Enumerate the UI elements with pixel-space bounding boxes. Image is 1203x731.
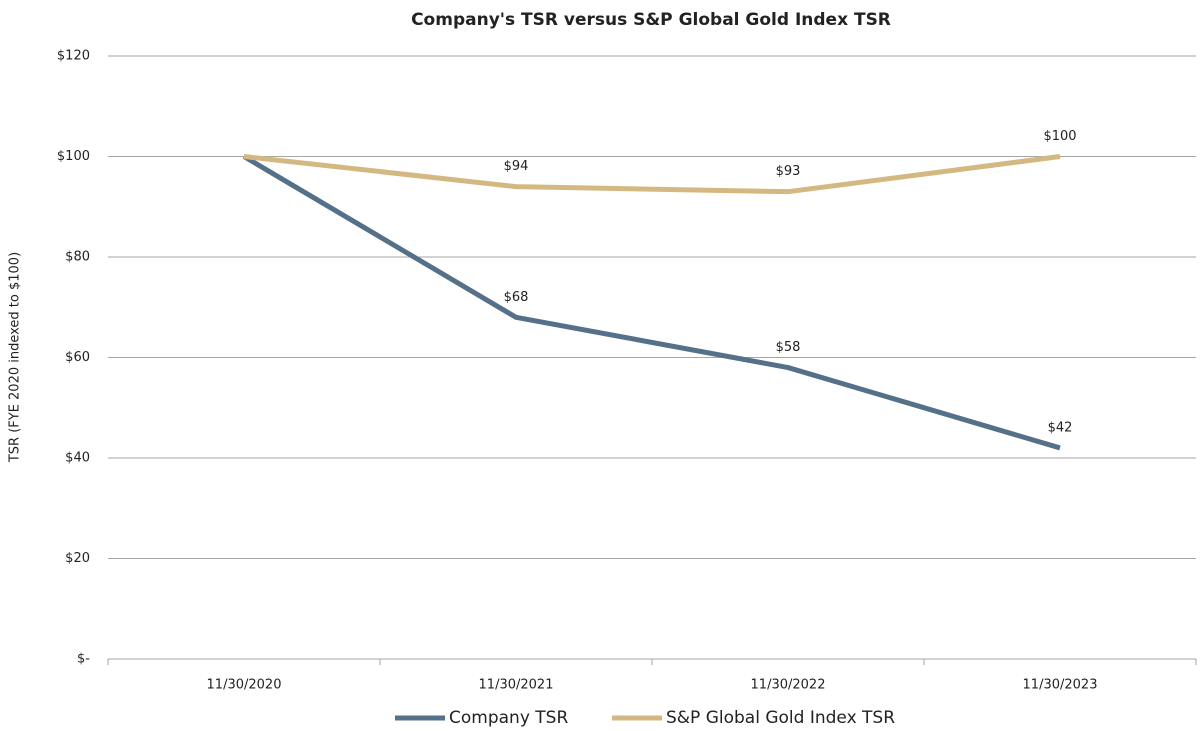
y-tick-label: $120 [57, 49, 90, 64]
x-tick-label: 11/30/2023 [1023, 678, 1098, 693]
x-tick-label: 11/30/2020 [207, 678, 282, 693]
data-label: $58 [776, 340, 801, 355]
data-label: $93 [776, 164, 801, 179]
series-line [242, 154, 1061, 451]
legend-label: Company TSR [449, 708, 568, 728]
series-line [243, 154, 1061, 195]
x-tick-label: 11/30/2022 [751, 678, 826, 693]
y-tick-label: $100 [57, 149, 90, 164]
data-label: $42 [1048, 420, 1073, 435]
data-label: $100 [1043, 129, 1076, 144]
y-tick-label: $60 [65, 350, 90, 365]
y-axis-label: TSR (FYE 2020 indexed to $100) [8, 252, 23, 463]
data-label: $94 [504, 159, 529, 174]
chart-title: Company's TSR versus S&P Global Gold Ind… [411, 10, 891, 30]
y-tick-label: $40 [65, 451, 90, 466]
y-tick-label: $20 [65, 551, 90, 566]
x-tick-label: 11/30/2021 [479, 678, 554, 693]
legend-label: S&P Global Gold Index TSR [666, 708, 895, 728]
data-label: $68 [504, 290, 529, 305]
y-tick-label: $80 [65, 250, 90, 265]
y-tick-label: $- [77, 652, 90, 667]
